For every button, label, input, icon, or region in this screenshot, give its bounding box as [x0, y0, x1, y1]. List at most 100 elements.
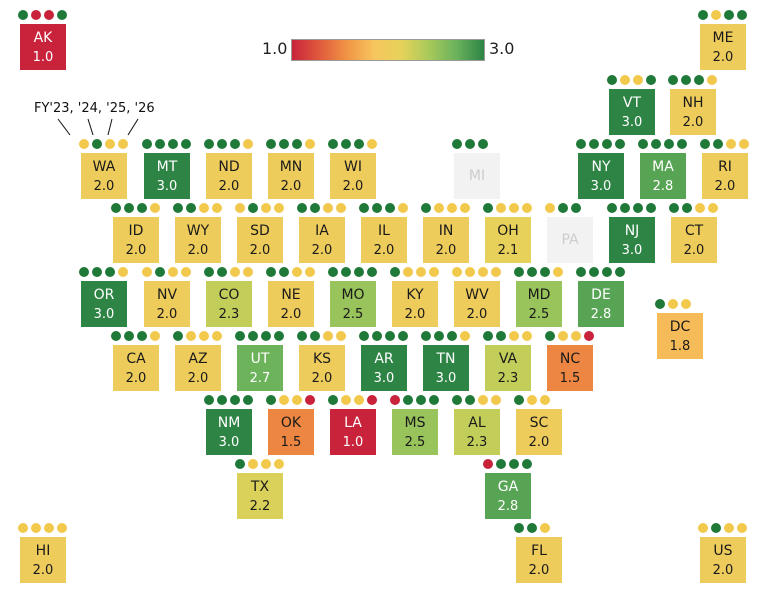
state-tile-ct: CT 2.0: [671, 217, 717, 263]
fy-dot-oh-4: [522, 203, 532, 213]
fy-dot-or-2: [92, 267, 102, 277]
state-abbr-ak: AK: [33, 30, 53, 46]
fy-dot-de-3: [602, 267, 612, 277]
state-score-ut: 2.7: [249, 371, 271, 386]
state-abbr-nm: NM: [217, 415, 241, 431]
state-score-ny: 3.0: [590, 179, 612, 194]
state-tile-in: IN 2.0: [423, 217, 469, 263]
state-abbr-nc: NC: [559, 351, 581, 367]
state-abbr-ny: NY: [591, 159, 611, 175]
fy-dot-mt-1: [142, 139, 152, 149]
fy-dot-oh-3: [509, 203, 519, 213]
state-score-ri: 2.0: [714, 179, 736, 194]
state-tile-wi: WI 2.0: [330, 153, 376, 199]
fy-dot-al-2: [465, 395, 475, 405]
state-abbr-oh: OH: [497, 223, 519, 239]
state-abbr-wi: WI: [344, 159, 362, 175]
fy-dot-ms-4: [429, 395, 439, 405]
state-score-mo: 2.5: [342, 307, 364, 322]
fy-dot-mo-2: [341, 267, 351, 277]
fy-dot-wa-4: [118, 139, 128, 149]
fy-dot-ks-2: [310, 331, 320, 341]
state-score-fl: 2.0: [528, 563, 550, 578]
fy-dot-hi-1: [18, 523, 28, 533]
state-abbr-nd: ND: [218, 159, 240, 175]
state-score-hi: 2.0: [32, 563, 54, 578]
fy-dot-mo-4: [367, 267, 377, 277]
state-score-me: 2.0: [712, 50, 734, 65]
state-tile-or: OR 3.0: [81, 281, 127, 327]
fy-dot-md-3: [540, 267, 550, 277]
fy-dot-va-4: [522, 331, 532, 341]
fy-dot-ia-2: [310, 203, 320, 213]
fiscal-year-note: FY'23, '24, '25, '26: [34, 101, 155, 116]
fy-dot-in-2: [434, 203, 444, 213]
state-tile-az: AZ 2.0: [175, 345, 221, 391]
fy-dot-ky-2: [403, 267, 413, 277]
fy-dot-or-4: [118, 267, 128, 277]
fy-dot-nh-3: [694, 75, 704, 85]
fy-dot-wy-3: [199, 203, 209, 213]
state-score-ky: 2.0: [404, 307, 426, 322]
fy-dot-wa-2: [92, 139, 102, 149]
fy-dot-tn-1: [421, 331, 431, 341]
state-tile-oh: OH 2.1: [485, 217, 531, 263]
fy-dot-co-4: [243, 267, 253, 277]
fy-dot-mo-1: [328, 267, 338, 277]
state-abbr-mt: MT: [156, 159, 178, 175]
fy-dot-ri-1: [700, 139, 710, 149]
state-abbr-ok: OK: [280, 415, 302, 431]
state-score-md: 2.5: [528, 307, 550, 322]
state-abbr-ne: NE: [281, 287, 301, 303]
state-abbr-mo: MO: [341, 287, 365, 303]
fy-dot-ga-3: [509, 459, 519, 469]
fy-dot-wi-3: [354, 139, 364, 149]
state-tile-fl: FL 2.0: [516, 537, 562, 583]
fy-dot-de-2: [589, 267, 599, 277]
state-score-id: 2.0: [125, 243, 147, 258]
state-score-ak: 1.0: [32, 50, 54, 65]
fy-dot-wv-3: [478, 267, 488, 277]
state-tile-ma: MA 2.8: [640, 153, 686, 199]
fy-dot-de-1: [576, 267, 586, 277]
fy-dot-dc-1: [655, 299, 665, 309]
fy-dot-ok-2: [279, 395, 289, 405]
state-abbr-la: LA: [344, 415, 362, 431]
fy-dot-mi-3: [478, 139, 488, 149]
state-abbr-id: ID: [128, 223, 144, 239]
state-score-ok: 1.5: [280, 435, 302, 450]
fy-dot-ny-1: [576, 139, 586, 149]
fy-dot-tn-3: [447, 331, 457, 341]
fy-dot-sc-1: [514, 395, 524, 405]
state-score-ct: 2.0: [683, 243, 705, 258]
fy-dot-vt-1: [607, 75, 617, 85]
state-abbr-md: MD: [527, 287, 551, 303]
fy-dot-va-2: [496, 331, 506, 341]
state-score-mt: 3.0: [156, 179, 178, 194]
fy-dot-tx-1: [235, 459, 245, 469]
state-abbr-va: VA: [498, 351, 518, 367]
fy-dot-ms-2: [403, 395, 413, 405]
fy-dot-az-4: [212, 331, 222, 341]
fy-dot-pa-1: [545, 203, 555, 213]
legend-max-label: 3.0: [489, 39, 515, 58]
fy-dot-ga-2: [496, 459, 506, 469]
fy-dot-ar-3: [385, 331, 395, 341]
state-score-ar: 3.0: [373, 371, 395, 386]
fy-dot-me-3: [724, 10, 734, 20]
fy-dot-nh-4: [707, 75, 717, 85]
state-tile-dc: DC 1.8: [657, 313, 703, 359]
state-tile-wa: WA 2.0: [81, 153, 127, 199]
fy-dot-ri-4: [739, 139, 749, 149]
state-abbr-mi: MI: [468, 168, 486, 184]
fy-dot-al-1: [452, 395, 462, 405]
state-score-tx: 2.2: [249, 499, 271, 514]
leader-line-fy25: [107, 118, 113, 136]
fy-dot-nm-3: [230, 395, 240, 405]
state-tile-il: IL 2.0: [361, 217, 407, 263]
state-score-sd: 2.0: [249, 243, 271, 258]
fy-dot-ct-1: [669, 203, 679, 213]
fy-dot-ok-1: [266, 395, 276, 405]
fy-dot-ak-2: [31, 10, 41, 20]
